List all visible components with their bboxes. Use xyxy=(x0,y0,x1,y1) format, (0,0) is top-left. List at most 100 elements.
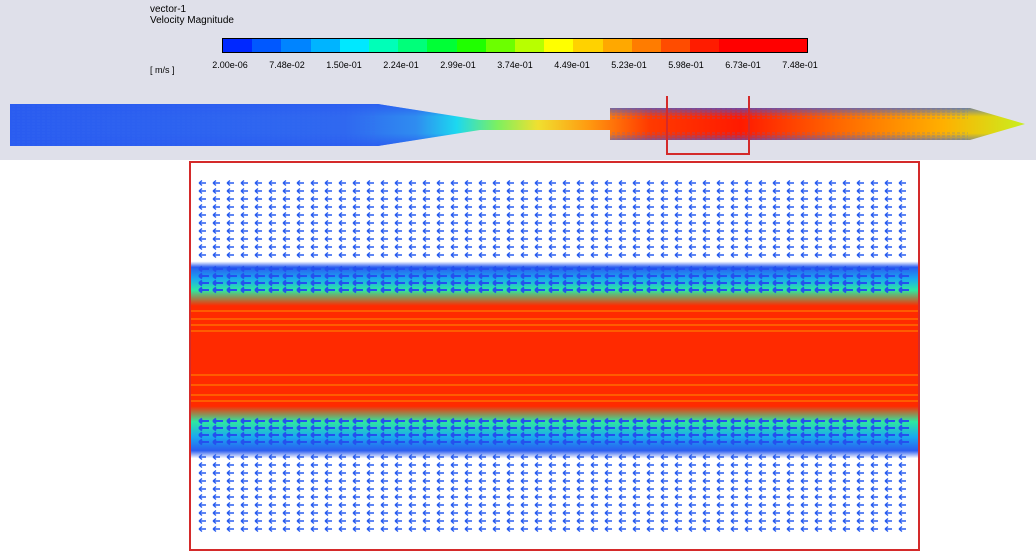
velocity-arrow xyxy=(786,195,794,203)
velocity-arrow xyxy=(814,469,822,477)
velocity-arrow xyxy=(730,469,738,477)
velocity-arrow xyxy=(254,227,262,235)
velocity-arrow xyxy=(814,251,822,259)
velocity-arrow xyxy=(814,501,822,509)
velocity-arrow xyxy=(828,211,836,219)
velocity-arrow xyxy=(660,243,668,251)
velocity-arrow xyxy=(506,187,514,195)
velocity-arrow xyxy=(716,469,724,477)
velocity-arrow xyxy=(492,219,500,227)
velocity-arrow xyxy=(702,179,710,187)
velocity-arrow xyxy=(758,525,766,533)
velocity-arrow xyxy=(688,195,696,203)
velocity-arrow xyxy=(254,187,262,195)
velocity-arrow xyxy=(352,251,360,259)
velocity-arrow xyxy=(562,509,570,517)
velocity-arrow xyxy=(632,179,640,187)
velocity-arrow xyxy=(856,279,867,287)
legend-color-segment xyxy=(602,39,632,52)
velocity-arrow xyxy=(254,286,265,294)
velocity-arrow xyxy=(674,179,682,187)
velocity-arrow xyxy=(436,286,447,294)
velocity-arrow xyxy=(562,517,570,525)
velocity-arrow xyxy=(604,501,612,509)
velocity-arrow xyxy=(786,286,797,294)
velocity-arrow xyxy=(450,265,461,273)
velocity-arrow xyxy=(408,469,416,477)
velocity-arrow xyxy=(338,203,346,211)
velocity-arrow xyxy=(590,243,598,251)
velocity-arrow xyxy=(240,509,248,517)
velocity-arrow xyxy=(814,272,825,280)
velocity-arrow xyxy=(716,485,724,493)
velocity-arrow xyxy=(800,461,808,469)
velocity-arrow xyxy=(814,195,822,203)
velocity-arrow xyxy=(240,211,248,219)
velocity-arrow xyxy=(702,227,710,235)
velocity-arrow xyxy=(282,243,290,251)
velocity-arrow xyxy=(758,485,766,493)
velocity-arrow xyxy=(800,279,811,287)
velocity-arrow xyxy=(478,485,486,493)
velocity-arrow xyxy=(408,501,416,509)
variable-name: Velocity Magnitude xyxy=(150,15,234,26)
velocity-arrow xyxy=(212,265,223,273)
velocity-arrow xyxy=(562,469,570,477)
velocity-arrow xyxy=(870,203,878,211)
velocity-arrow xyxy=(772,501,780,509)
velocity-arrow xyxy=(380,501,388,509)
velocity-arrow xyxy=(534,272,545,280)
velocity-arrow xyxy=(408,477,416,485)
velocity-arrow xyxy=(240,195,248,203)
velocity-arrow xyxy=(744,438,755,446)
velocity-arrow xyxy=(450,179,458,187)
velocity-arrow xyxy=(870,509,878,517)
velocity-arrow xyxy=(870,431,881,439)
velocity-arrow xyxy=(702,493,710,501)
velocity-arrow xyxy=(590,265,601,273)
velocity-arrow xyxy=(674,461,682,469)
velocity-arrow xyxy=(618,203,626,211)
velocity-arrow xyxy=(828,195,836,203)
velocity-arrow xyxy=(366,211,374,219)
velocity-arrow xyxy=(800,179,808,187)
velocity-arrow xyxy=(632,251,640,259)
velocity-arrow xyxy=(310,438,321,446)
velocity-arrow xyxy=(450,272,461,280)
velocity-arrow xyxy=(884,469,892,477)
velocity-arrow xyxy=(352,485,360,493)
velocity-arrow xyxy=(786,424,797,432)
velocity-arrow xyxy=(758,243,766,251)
legend-color-segment xyxy=(573,39,603,52)
velocity-arrow xyxy=(744,477,752,485)
velocity-arrow xyxy=(800,509,808,517)
velocity-arrow xyxy=(254,424,265,432)
velocity-arrow xyxy=(422,286,433,294)
velocity-arrow xyxy=(310,279,321,287)
velocity-arrow xyxy=(478,251,486,259)
velocity-arrow xyxy=(212,179,220,187)
legend-color-segment xyxy=(544,39,574,52)
velocity-arrow xyxy=(660,279,671,287)
velocity-arrow xyxy=(436,203,444,211)
velocity-arrow xyxy=(268,525,276,533)
velocity-arrow xyxy=(898,279,909,287)
velocity-arrow xyxy=(548,438,559,446)
velocity-arrow xyxy=(436,525,444,533)
velocity-arrow xyxy=(604,187,612,195)
velocity-arrow xyxy=(772,525,780,533)
velocity-arrow xyxy=(828,431,839,439)
velocity-arrow xyxy=(282,424,293,432)
velocity-arrow xyxy=(758,461,766,469)
velocity-arrow xyxy=(240,438,251,446)
velocity-arrow xyxy=(674,286,685,294)
velocity-arrow xyxy=(898,179,906,187)
velocity-arrow xyxy=(744,235,752,243)
velocity-arrow xyxy=(254,517,262,525)
velocity-arrow xyxy=(492,203,500,211)
velocity-arrow xyxy=(716,243,724,251)
velocity-arrow xyxy=(254,501,262,509)
velocity-arrow xyxy=(268,187,276,195)
velocity-arrow xyxy=(674,525,682,533)
velocity-arrow xyxy=(464,438,475,446)
